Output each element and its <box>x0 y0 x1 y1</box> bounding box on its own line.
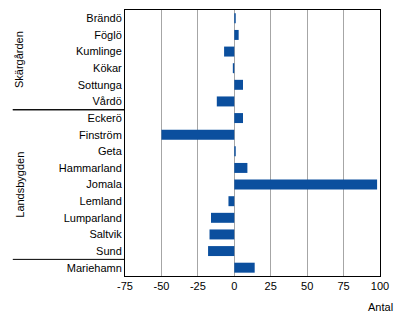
svg-text:Jomala: Jomala <box>86 178 122 190</box>
svg-text:Skärgården: Skärgården <box>13 31 25 88</box>
svg-text:Mariehamn: Mariehamn <box>67 262 122 274</box>
svg-text:Hammarland: Hammarland <box>59 162 122 174</box>
svg-text:Landsbygden: Landsbygden <box>14 152 26 218</box>
svg-text:Lemland: Lemland <box>80 195 122 207</box>
svg-text:Antal: Antal <box>368 301 393 313</box>
svg-text:-50: -50 <box>153 280 169 292</box>
svg-text:Geta: Geta <box>98 145 123 157</box>
svg-text:50: 50 <box>301 280 313 292</box>
svg-text:0: 0 <box>231 280 237 292</box>
svg-text:25: 25 <box>265 280 277 292</box>
svg-text:75: 75 <box>337 280 349 292</box>
svg-text:Sund: Sund <box>96 245 122 257</box>
svg-text:100: 100 <box>371 280 389 292</box>
svg-text:Lumparland: Lumparland <box>64 212 122 224</box>
svg-text:Kökar: Kökar <box>93 62 122 74</box>
svg-text:Finström: Finström <box>79 129 122 141</box>
svg-text:Eckerö: Eckerö <box>88 112 122 124</box>
svg-text:Saltvik: Saltvik <box>89 228 122 240</box>
svg-text:-75: -75 <box>117 280 133 292</box>
svg-text:-25: -25 <box>190 280 206 292</box>
svg-text:Brändö: Brändö <box>86 12 121 24</box>
svg-text:Vårdö: Vårdö <box>92 95 121 107</box>
svg-text:Föglö: Föglö <box>94 29 122 41</box>
svg-text:Kumlinge: Kumlinge <box>76 45 122 57</box>
svg-text:Sottunga: Sottunga <box>78 79 123 91</box>
